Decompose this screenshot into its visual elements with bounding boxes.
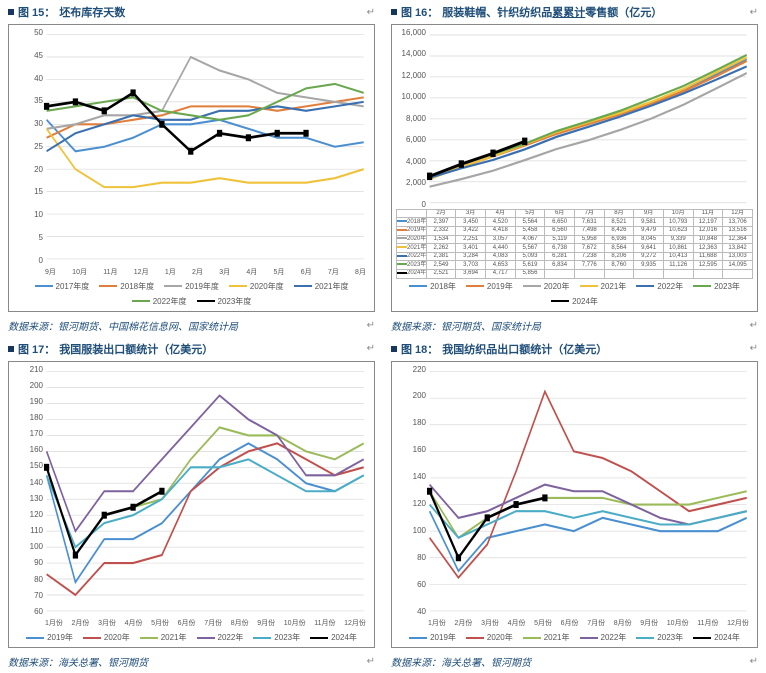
figure-17-title: 我国服装出口额统计（亿美元） bbox=[59, 341, 213, 357]
figure-15-legend: 2017年度 2018年度 2019年度 2020年度 2021年度 2022年度 2023… bbox=[13, 277, 370, 307]
return-icon: ↵ bbox=[367, 343, 375, 354]
figure-16: 图 16： 服装鞋帽、针织纺织品累累计零售额（亿元） ↵ 16,00014,00… bbox=[391, 4, 758, 333]
bullet-icon bbox=[391, 9, 397, 15]
figure-16-title: 服装鞋帽、针织纺织品累累计零售额（亿元） bbox=[442, 4, 662, 20]
return-icon: ↵ bbox=[367, 656, 375, 667]
figure-18-title-row: 图 18： 我国纺织品出口额统计（亿美元） ↵ bbox=[391, 341, 758, 357]
legend-item: 2018年度 bbox=[99, 281, 154, 292]
figure-16-chart: 16,00014,00012,00010,0008,0006,0004,0002… bbox=[391, 24, 758, 312]
figure-15-title-row: 图 15： 坯布库存天数 ↵ bbox=[8, 4, 375, 20]
legend-item: 2021年 bbox=[523, 632, 570, 643]
legend-item: 2020年 bbox=[83, 632, 130, 643]
legend-item: 2021年 bbox=[580, 281, 627, 292]
figure-18-title: 我国纺织品出口额统计（亿美元） bbox=[442, 341, 607, 357]
bullet-icon bbox=[8, 346, 14, 352]
figure-18-chart: 220200180160140120100806040 1月份2月份3月份4月份… bbox=[391, 361, 758, 649]
legend-item: 2020年 bbox=[523, 281, 570, 292]
figure-grid: 图 15： 坯布库存天数 ↵ 50454035302520151050 9月10… bbox=[0, 0, 766, 673]
figure-18-legend: 2019年 2020年 2021年 2022年 2023年 2024年 bbox=[396, 628, 753, 643]
legend-item: 2019年 bbox=[26, 632, 73, 643]
figure-17-xaxis: 1月份2月份3月份4月份5月份6月份7月份8月份9月份10月份11月份12月份 bbox=[13, 616, 370, 628]
figure-16-source: 数据来源：银河期货、国家统计局 bbox=[391, 318, 541, 333]
figure-17-label: 图 17： bbox=[18, 341, 55, 357]
legend-item: 2020年度 bbox=[229, 281, 284, 292]
figure-15-plot-area: 50454035302520151050 bbox=[13, 29, 370, 265]
bullet-icon bbox=[391, 346, 397, 352]
figure-18: 图 18： 我国纺织品出口额统计（亿美元） ↵ 2202001801601401… bbox=[391, 341, 758, 670]
return-icon: ↵ bbox=[367, 320, 375, 331]
legend-item: 2020年 bbox=[466, 632, 513, 643]
legend-item: 2023年 bbox=[253, 632, 300, 643]
legend-item: 2017年度 bbox=[35, 281, 90, 292]
legend-item: 2022年 bbox=[636, 281, 683, 292]
figure-17-source: 数据来源：海关总署、银河期货 bbox=[8, 654, 148, 669]
figure-16-source-row: 数据来源：银河期货、国家统计局 ↵ bbox=[391, 318, 758, 333]
figure-15-label: 图 15： bbox=[18, 4, 55, 20]
legend-item: 2022年度 bbox=[132, 296, 187, 307]
legend-item: 2021年度 bbox=[294, 281, 349, 292]
figure-15-source: 数据来源：银河期货、中国棉花信息网、国家统计局 bbox=[8, 318, 238, 333]
return-icon: ↵ bbox=[750, 7, 758, 18]
legend-item: 2023年 bbox=[636, 632, 683, 643]
legend-item: 2024年 bbox=[551, 296, 598, 307]
figure-18-xaxis: 1月份2月份3月份4月份5月份6月份7月份8月份9月份10月份11月份12月份 bbox=[396, 616, 753, 628]
figure-15: 图 15： 坯布库存天数 ↵ 50454035302520151050 9月10… bbox=[8, 4, 375, 333]
figure-17-source-row: 数据来源：海关总署、银河期货 ↵ bbox=[8, 654, 375, 669]
legend-item: 2023年 bbox=[693, 281, 740, 292]
legend-item: 2021年 bbox=[140, 632, 187, 643]
figure-15-chart: 50454035302520151050 9月10月11月12月1月2月3月4月… bbox=[8, 24, 375, 312]
figure-16-label: 图 16： bbox=[401, 4, 438, 20]
legend-item: 2022年 bbox=[580, 632, 627, 643]
figure-16-legend: 2018年 2019年 2020年 2021年 2022年 2023年 2024年 bbox=[396, 279, 753, 307]
figure-17: 图 17： 我国服装出口额统计（亿美元） ↵ 21020019018017016… bbox=[8, 341, 375, 670]
figure-15-xaxis: 9月10月11月12月1月2月3月4月5月6月7月8月 bbox=[13, 265, 370, 277]
figure-18-source-row: 数据来源：海关总署、银河期货 ↵ bbox=[391, 654, 758, 669]
figure-15-title: 坯布库存天数 bbox=[59, 4, 125, 20]
figure-16-title-row: 图 16： 服装鞋帽、针织纺织品累累计零售额（亿元） ↵ bbox=[391, 4, 758, 20]
bullet-icon bbox=[8, 9, 14, 15]
figure-16-plot-area: 16,00014,00012,00010,0008,0006,0004,0002… bbox=[396, 29, 753, 209]
legend-item: 2019年 bbox=[409, 632, 456, 643]
return-icon: ↵ bbox=[750, 656, 758, 667]
return-icon: ↵ bbox=[750, 343, 758, 354]
figure-18-label: 图 18： bbox=[401, 341, 438, 357]
figure-17-legend: 2019年 2020年 2021年 2022年 2023年 2024年 bbox=[13, 628, 370, 643]
figure-15-source-row: 数据来源：银河期货、中国棉花信息网、国家统计局 ↵ bbox=[8, 318, 375, 333]
figure-16-table: 2月3月4月5月6月7月8月9月10月11月12月2018年2,3973,450… bbox=[396, 209, 753, 279]
legend-item: 2019年度 bbox=[164, 281, 219, 292]
legend-item: 2019年 bbox=[466, 281, 513, 292]
legend-item: 2024年 bbox=[693, 632, 740, 643]
return-icon: ↵ bbox=[750, 320, 758, 331]
legend-item: 2018年 bbox=[409, 281, 456, 292]
legend-item: 2023年度 bbox=[197, 296, 252, 307]
legend-item: 2024年 bbox=[310, 632, 357, 643]
return-icon: ↵ bbox=[367, 7, 375, 18]
figure-17-title-row: 图 17： 我国服装出口额统计（亿美元） ↵ bbox=[8, 341, 375, 357]
legend-item: 2022年 bbox=[197, 632, 244, 643]
figure-17-plot-area: 2102001901801701601501401301201101009080… bbox=[13, 366, 370, 617]
figure-18-plot-area: 220200180160140120100806040 bbox=[396, 366, 753, 617]
figure-18-source: 数据来源：海关总署、银河期货 bbox=[391, 654, 531, 669]
figure-17-chart: 2102001901801701601501401301201101009080… bbox=[8, 361, 375, 649]
